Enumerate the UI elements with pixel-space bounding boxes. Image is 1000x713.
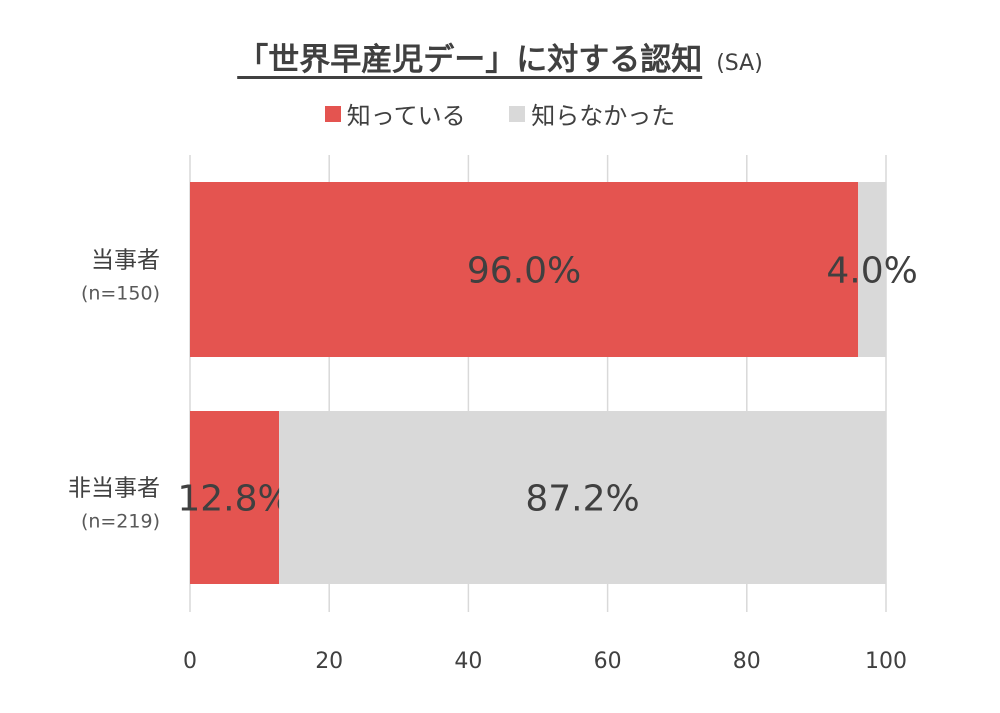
chart-title: 「世界早産児デー」に対する認知 (SA) bbox=[0, 34, 1000, 79]
legend-swatch-known bbox=[324, 105, 341, 122]
title-text: 「世界早産児デー」に対する認知 bbox=[237, 42, 703, 78]
legend-label-unknown: 知らなかった bbox=[531, 102, 676, 130]
data-label: 4.0% bbox=[826, 251, 917, 292]
x-tick-label: 80 bbox=[733, 649, 761, 674]
bar-segment bbox=[279, 411, 886, 584]
x-tick-label: 60 bbox=[594, 649, 622, 674]
legend-swatch-unknown bbox=[509, 105, 526, 122]
data-label: 96.0% bbox=[467, 251, 581, 292]
bar-segment bbox=[190, 182, 859, 357]
data-label: 12.8% bbox=[177, 479, 291, 520]
legend-item-unknown: 知らなかった bbox=[509, 96, 675, 131]
x-tick-label: 100 bbox=[865, 649, 907, 674]
x-tick-label: 40 bbox=[454, 649, 482, 674]
legend-item-known: 知っている bbox=[324, 96, 466, 131]
legend: 知っている 知らなかった bbox=[0, 96, 1000, 131]
data-label: 87.2% bbox=[525, 479, 639, 520]
category-n: (n=219) bbox=[81, 511, 160, 533]
category-label: 非当事者 bbox=[68, 476, 160, 502]
category-label: 当事者 bbox=[91, 248, 160, 274]
bar-segment bbox=[858, 182, 886, 357]
legend-label-known: 知っている bbox=[346, 102, 466, 130]
bar-segment bbox=[190, 411, 280, 584]
title-subtitle: (SA) bbox=[716, 51, 763, 76]
x-tick-label: 0 bbox=[183, 649, 197, 674]
x-tick-label: 20 bbox=[315, 649, 343, 674]
category-n: (n=150) bbox=[81, 283, 160, 305]
